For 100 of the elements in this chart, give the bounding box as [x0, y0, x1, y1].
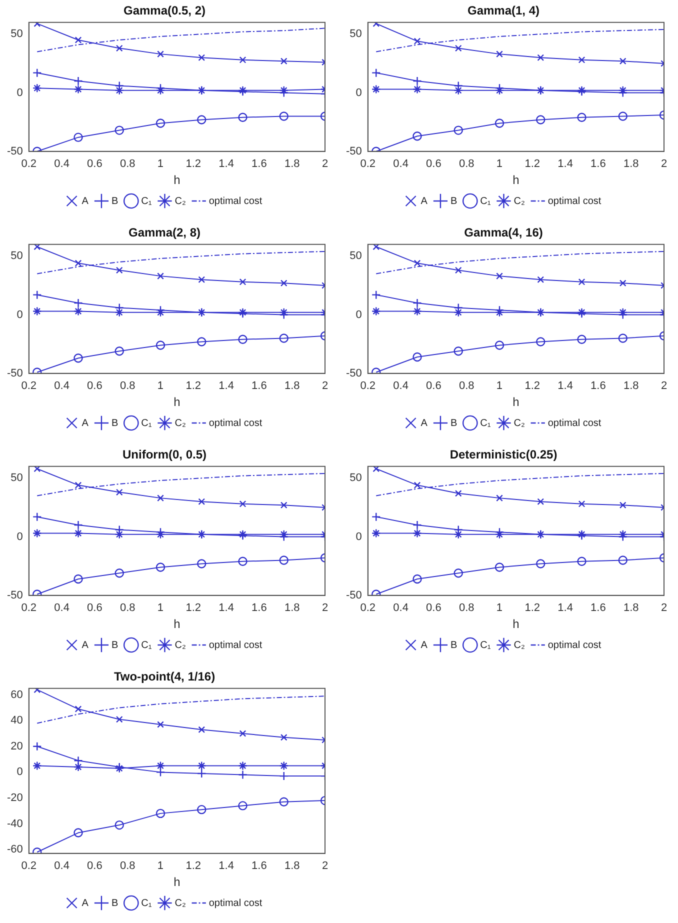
legend-label: A: [82, 418, 89, 429]
legend-label: optimal cost: [208, 196, 262, 207]
x-axis-title: h: [174, 875, 180, 890]
legend-label: C₁: [141, 898, 152, 909]
legend-label: C₂: [174, 898, 186, 909]
x-tick-label: 0.2: [21, 380, 37, 392]
chart-title: Deterministic(0.25): [450, 448, 558, 462]
x-axis-title: h: [174, 173, 180, 188]
y-tick-label: -60: [6, 844, 23, 856]
y-tick-label: 0: [16, 308, 23, 321]
x-tick-label: 2: [322, 380, 328, 392]
y-tick-label: 20: [10, 740, 23, 752]
legend-label: C₁: [141, 640, 152, 651]
x-tick-label: 0.4: [393, 380, 408, 392]
y-tick-label: -50: [346, 589, 362, 602]
legend-label: A: [82, 640, 89, 651]
legend-label: optimal cost: [548, 196, 602, 207]
y-tick-label: 0: [16, 766, 23, 778]
x-tick-label: 1.2: [186, 380, 202, 392]
x-tick-label: 1.6: [252, 602, 267, 614]
legend-label: optimal cost: [548, 640, 602, 651]
y-tick-label: -50: [346, 145, 362, 158]
y-tick-label: 50: [350, 28, 362, 40]
x-tick-label: 1.8: [284, 602, 300, 614]
x-tick-label: 1.6: [590, 380, 606, 392]
x-tick-label: 1.6: [252, 860, 267, 872]
x-axis-title: h: [174, 617, 180, 632]
x-tick-label: 1.4: [218, 380, 234, 392]
x-axis-title: h: [174, 395, 180, 410]
x-tick-label: 0.6: [87, 380, 102, 392]
x-tick-label: 1.8: [284, 380, 300, 392]
y-tick-label: 60: [10, 688, 23, 701]
x-tick-label: 1.8: [284, 860, 300, 872]
x-tick-label: 0.8: [120, 158, 136, 170]
x-tick-label: 0.2: [360, 380, 376, 392]
x-tick-label: 0.4: [54, 602, 70, 614]
y-tick-label: -40: [6, 818, 23, 830]
x-tick-label: 0.8: [120, 380, 136, 392]
legend-label: C₂: [174, 196, 186, 207]
y-tick-label: 50: [350, 250, 362, 262]
x-tick-label: 1.4: [218, 602, 234, 614]
legend-label: A: [82, 196, 89, 207]
x-tick-label: 1.4: [558, 380, 573, 392]
y-tick-label: 0: [356, 86, 362, 99]
x-tick-label: 1.4: [558, 602, 573, 614]
legend-label: C₁: [141, 196, 152, 207]
x-tick-label: 1: [157, 602, 164, 614]
y-tick-label: 50: [10, 28, 23, 40]
legend-label: C₂: [174, 418, 186, 429]
x-tick-label: 2: [322, 860, 328, 872]
y-tick-label: 0: [16, 86, 23, 99]
legend-label: B: [111, 640, 118, 651]
x-tick-label: 1: [157, 860, 164, 872]
legend-label: optimal cost: [208, 640, 262, 651]
y-tick-label: 0: [16, 530, 23, 543]
x-tick-label: 1: [157, 158, 164, 170]
y-tick-label: -50: [6, 145, 23, 158]
y-tick-label: 50: [350, 472, 362, 484]
legend-label: B: [450, 640, 458, 651]
x-tick-label: 2: [660, 602, 668, 614]
x-tick-label: 1.2: [524, 158, 540, 170]
y-tick-label: 50: [10, 250, 23, 262]
x-tick-label: 0.6: [87, 860, 102, 872]
y-tick-label: 0: [356, 308, 362, 321]
x-tick-label: 1.8: [623, 380, 639, 392]
legend-label: C₂: [514, 418, 525, 429]
x-tick-label: 1.2: [186, 158, 202, 170]
x-tick-label: 2: [660, 158, 668, 170]
x-tick-label: 0.6: [426, 158, 442, 170]
y-tick-label: 50: [10, 472, 23, 484]
x-tick-label: 0.4: [54, 860, 70, 872]
x-tick-label: 0.4: [393, 602, 408, 614]
x-tick-label: 0.4: [54, 158, 70, 170]
x-tick-label: 0.6: [426, 380, 442, 392]
legend-label: C₂: [514, 640, 525, 651]
x-tick-label: 0.4: [393, 158, 408, 170]
legend-label: C₁: [480, 196, 492, 207]
x-tick-label: 0.6: [87, 158, 102, 170]
legend-label: B: [450, 418, 458, 429]
chart-title: Gamma(0.5, 2): [123, 4, 206, 18]
legend-label: B: [111, 898, 118, 909]
x-tick-label: 1.6: [590, 158, 606, 170]
x-tick-label: 1.6: [590, 602, 606, 614]
x-tick-label: 1.4: [558, 158, 573, 170]
legend-label: C₁: [480, 640, 492, 651]
x-tick-label: 1.8: [623, 602, 639, 614]
legend-label: A: [420, 418, 428, 429]
legend-label: B: [111, 418, 118, 429]
x-tick-label: 1.4: [218, 860, 234, 872]
x-tick-label: 1.2: [524, 380, 540, 392]
legend-label: B: [111, 196, 118, 207]
legend-label: optimal cost: [548, 418, 602, 429]
x-tick-label: 0.8: [458, 602, 474, 614]
legend-label: C₁: [480, 418, 492, 429]
x-tick-label: 0.6: [87, 602, 102, 614]
x-tick-label: 0.2: [360, 158, 376, 170]
y-tick-label: -50: [6, 367, 23, 380]
x-tick-label: 1.8: [623, 158, 639, 170]
x-tick-label: 1.2: [186, 602, 202, 614]
x-tick-label: 0.8: [458, 380, 474, 392]
